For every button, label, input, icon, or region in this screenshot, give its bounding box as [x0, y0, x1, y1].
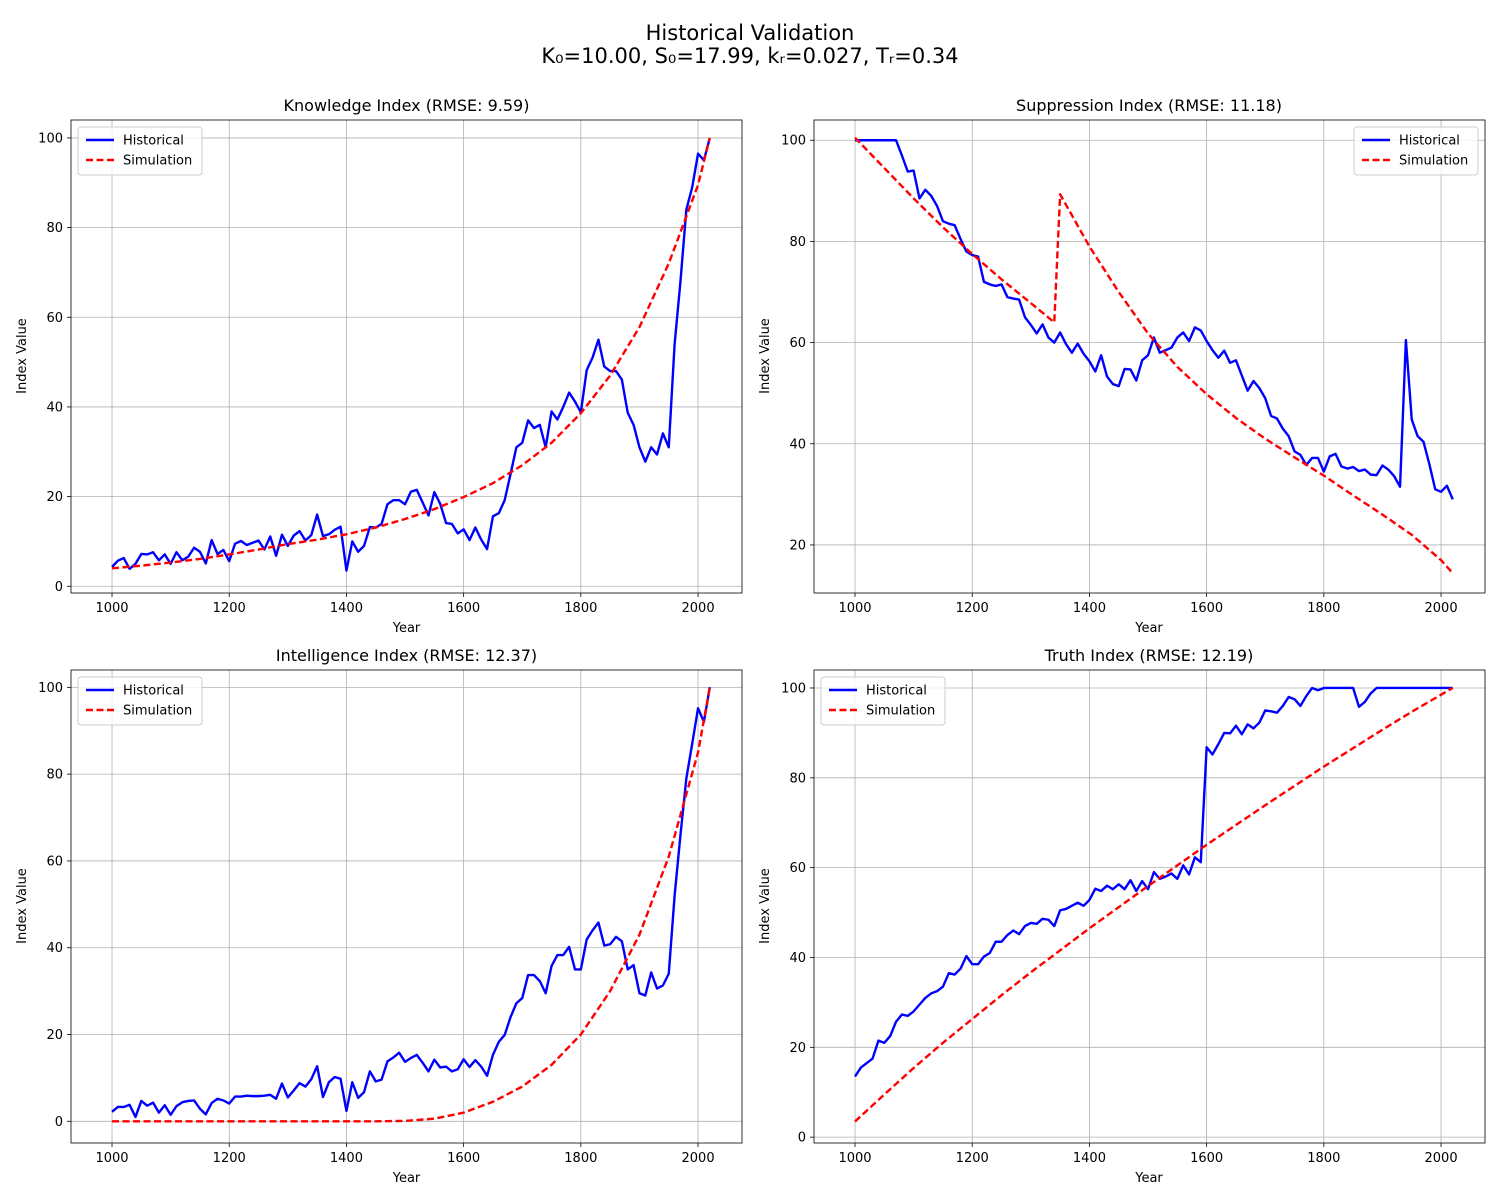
legend-label: Simulation [866, 704, 935, 719]
y-tick-label: 0 [798, 1131, 806, 1146]
y-axis-label: Index Value [758, 318, 773, 394]
x-tick-label: 1000 [838, 601, 871, 616]
y-tick-label: 20 [46, 1028, 63, 1043]
historical-series-line [111, 137, 711, 572]
legend-label: Historical [123, 134, 184, 149]
x-tick-label: 1000 [95, 601, 128, 616]
x-tick-label: 1000 [95, 1151, 128, 1166]
historical-series-line [855, 139, 1454, 500]
y-tick-label: 60 [789, 861, 806, 876]
x-tick-label: 1800 [1307, 1151, 1340, 1166]
historical-series-line [854, 686, 1453, 1078]
x-tick-label: 1400 [330, 1151, 363, 1166]
y-tick-label: 20 [789, 538, 806, 553]
simulation-series-line [112, 687, 711, 1123]
figure-title-line1: Historical Validation [646, 21, 855, 45]
x-axis-label: Year [392, 1171, 421, 1186]
x-axis-label: Year [1134, 1171, 1163, 1186]
legend-label: Historical [1399, 134, 1460, 149]
x-tick-label: 1000 [838, 1151, 871, 1166]
legend: Historical Simulation [820, 676, 946, 726]
y-tick-label: 100 [38, 681, 63, 696]
x-tick-label: 2000 [1425, 601, 1458, 616]
y-tick-label: 40 [789, 437, 806, 452]
knowledge-index-panel: Knowledge Index (RMSE: 9.59) Year Index … [15, 96, 743, 636]
x-tick-label: 1600 [1190, 1151, 1223, 1166]
y-tick-label: 100 [38, 131, 63, 146]
truth-index-panel: Truth Index (RMSE: 12.19) Year Index Val… [758, 646, 1486, 1186]
x-tick-label: 1600 [447, 1151, 480, 1166]
x-tick-label: 1600 [1190, 601, 1223, 616]
legend-label: Historical [866, 684, 927, 699]
x-tick-label: 1200 [213, 601, 246, 616]
suppression-index-panel: Suppression Index (RMSE: 11.18) Year Ind… [758, 96, 1486, 636]
panel-title: Truth Index (RMSE: 12.19) [1044, 646, 1254, 665]
x-tick-label: 2000 [682, 601, 715, 616]
x-tick-label: 1400 [1073, 1151, 1106, 1166]
x-axis-label: Year [392, 621, 421, 636]
simulation-series-line [854, 686, 1454, 1123]
x-tick-label: 2000 [682, 1151, 715, 1166]
x-tick-label: 1400 [330, 601, 363, 616]
plot-frame [813, 669, 1486, 1144]
legend: Historical Simulation [77, 126, 203, 176]
figure-title-line2: K₀=10.00, S₀=17.99, kᵣ=0.027, Tᵣ=0.34 [541, 44, 958, 68]
y-tick-label: 40 [46, 941, 63, 956]
simulation-series-line [854, 136, 1454, 575]
historical-series-line [111, 687, 711, 1119]
x-tick-label: 1800 [1307, 601, 1340, 616]
y-tick-label: 0 [55, 1115, 63, 1130]
x-tick-label: 1800 [564, 1151, 597, 1166]
x-axis-label: Year [1134, 621, 1163, 636]
plot-frame [70, 669, 743, 1144]
x-tick-label: 1800 [564, 601, 597, 616]
legend-label: Historical [123, 684, 184, 699]
y-tick-label: 80 [789, 771, 806, 786]
x-tick-label: 1200 [213, 1151, 246, 1166]
x-tick-label: 1200 [956, 601, 989, 616]
y-axis-label: Index Value [15, 318, 30, 394]
legend: Historical Simulation [1353, 126, 1479, 176]
y-tick-label: 20 [46, 490, 63, 505]
legend: Historical Simulation [77, 676, 203, 726]
panel-title: Suppression Index (RMSE: 11.18) [1016, 96, 1282, 115]
legend-label: Simulation [123, 704, 192, 719]
y-tick-label: 80 [46, 768, 63, 783]
legend-label: Simulation [1399, 154, 1468, 169]
y-tick-label: 40 [46, 400, 63, 415]
x-tick-label: 1600 [447, 601, 480, 616]
y-tick-label: 60 [46, 311, 63, 326]
y-tick-label: 40 [789, 951, 806, 966]
y-tick-label: 20 [789, 1041, 806, 1056]
y-tick-label: 60 [46, 854, 63, 869]
y-tick-label: 80 [789, 235, 806, 250]
plot-frame [813, 119, 1486, 594]
y-tick-label: 60 [789, 336, 806, 351]
simulation-series-line [111, 137, 711, 570]
y-tick-label: 0 [55, 580, 63, 595]
y-tick-label: 100 [781, 134, 806, 149]
panel-title: Intelligence Index (RMSE: 12.37) [276, 646, 537, 665]
x-tick-label: 1200 [956, 1151, 989, 1166]
y-tick-label: 80 [46, 221, 63, 236]
y-axis-label: Index Value [15, 868, 30, 944]
panel-title: Knowledge Index (RMSE: 9.59) [284, 96, 530, 115]
y-axis-label: Index Value [758, 868, 773, 944]
intelligence-index-panel: Intelligence Index (RMSE: 12.37) Year In… [15, 646, 743, 1186]
plot-frame [70, 119, 743, 594]
legend-label: Simulation [123, 154, 192, 169]
x-tick-label: 1400 [1073, 601, 1106, 616]
y-tick-label: 100 [781, 681, 806, 696]
x-tick-label: 2000 [1425, 1151, 1458, 1166]
